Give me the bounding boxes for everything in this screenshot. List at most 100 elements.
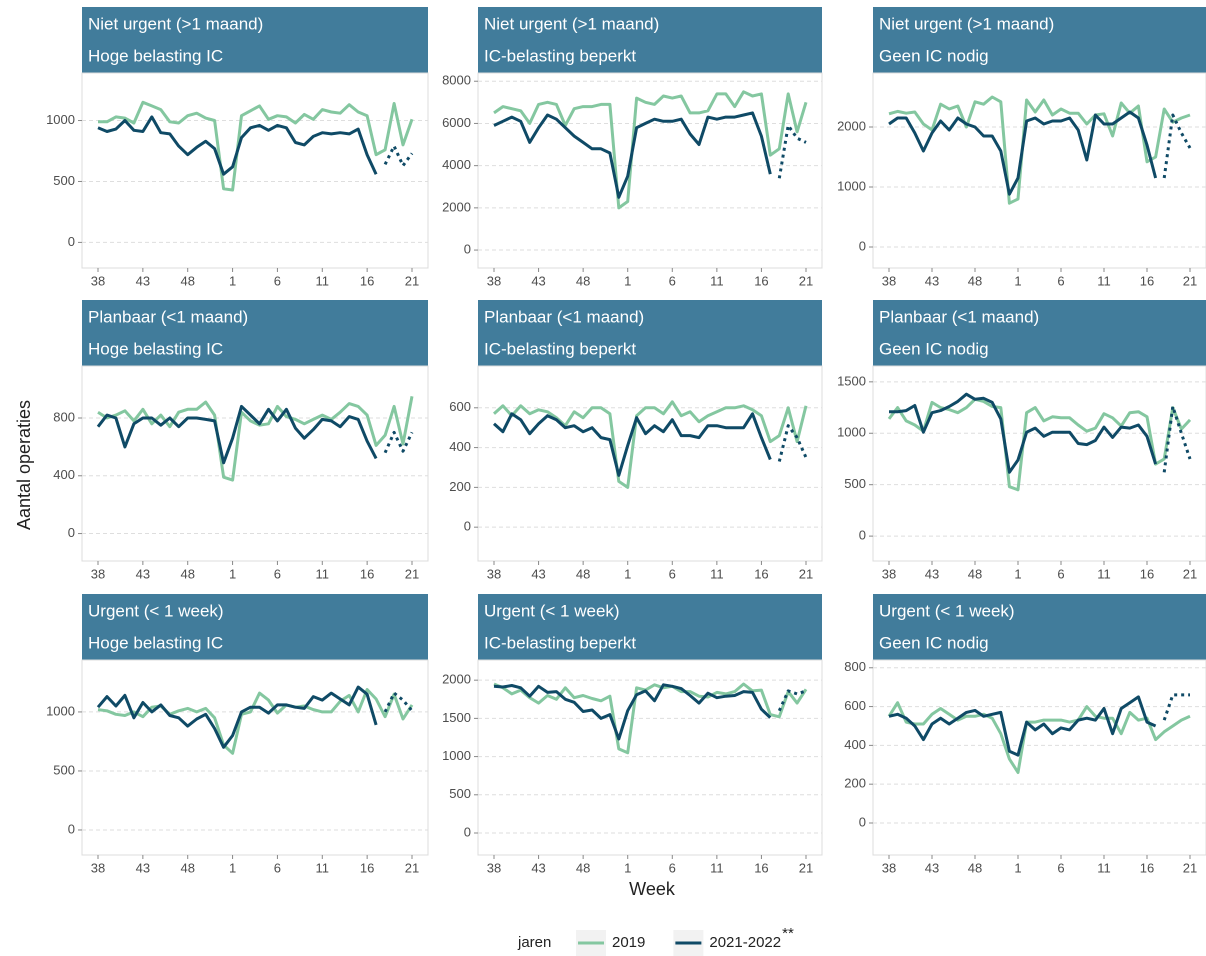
x-tick-label: 16 [360, 566, 374, 581]
plot-area [872, 659, 1206, 856]
strip-label: Hoge belasting IC [88, 633, 223, 652]
x-tick-label: 21 [405, 273, 419, 288]
series-line [97, 396, 414, 482]
projected-line [1162, 693, 1190, 721]
y-tick-label: 0 [464, 824, 471, 839]
x-tick-label: 43 [531, 273, 545, 288]
strip [478, 300, 822, 366]
series-line [96, 404, 378, 465]
series-line [97, 115, 378, 176]
series-line [888, 95, 1191, 205]
x-tick-label: 16 [360, 860, 374, 875]
x-tick-label: 48 [180, 860, 194, 875]
x-tick-label: 43 [925, 566, 939, 581]
x-tick-label: 6 [669, 566, 676, 581]
x-tick-label: 48 [968, 273, 982, 288]
legend-label: 2021-2022 [709, 934, 781, 951]
x-tick-label: 38 [487, 273, 501, 288]
series-line [493, 111, 772, 199]
x-tick-label: 16 [1140, 860, 1154, 875]
x-tick-label: 1 [229, 860, 236, 875]
x-tick-label: 43 [136, 566, 150, 581]
strip [82, 300, 428, 366]
x-tick-label: 21 [1183, 860, 1197, 875]
x-tick-label: 6 [669, 273, 676, 288]
y-tick-label: 1000 [46, 112, 75, 127]
x-tick-label: 1 [624, 273, 631, 288]
y-tick-label: 800 [53, 409, 75, 424]
series-line [493, 682, 808, 755]
x-tick-label: 11 [1097, 860, 1111, 875]
x-tick-label: 21 [1183, 273, 1197, 288]
x-tick-label: 6 [1057, 273, 1064, 288]
y-tick-label: 500 [53, 762, 75, 777]
x-tick-label: 38 [91, 860, 105, 875]
x-tick-label: 16 [754, 860, 768, 875]
strip [478, 7, 822, 73]
plot-area [81, 365, 429, 562]
y-tick-label: 400 [844, 737, 866, 752]
x-tick-label: 11 [710, 566, 724, 581]
series-line [887, 397, 1192, 492]
y-tick-label: 200 [844, 776, 866, 791]
x-tick-label: 38 [487, 860, 501, 875]
plot-area [81, 659, 429, 856]
x-tick-label: 1 [229, 566, 236, 581]
x-tick-label: 38 [487, 566, 501, 581]
y-tick-label: 400 [449, 439, 471, 454]
x-tick-label: 6 [1057, 566, 1064, 581]
x-tick-label: 6 [274, 860, 281, 875]
y-tick-label: 1500 [442, 710, 471, 725]
strip-label: Geen IC nodig [879, 339, 989, 358]
plot-area [81, 72, 429, 269]
y-tick-label: 0 [859, 814, 866, 829]
x-tick-label: 43 [531, 860, 545, 875]
strip [873, 300, 1206, 366]
strip [873, 594, 1206, 660]
x-tick-label: 38 [882, 860, 896, 875]
x-tick-label: 48 [180, 566, 194, 581]
x-tick-label: 11 [1097, 273, 1111, 288]
strip-label: Niet urgent (>1 maand) [484, 14, 659, 33]
x-tick-label: 6 [274, 273, 281, 288]
x-tick-label: 48 [180, 273, 194, 288]
series-line [493, 90, 808, 210]
x-tick-label: 21 [799, 860, 813, 875]
x-tick-label: 1 [1014, 566, 1021, 581]
series-line [887, 701, 1191, 774]
x-tick-label: 16 [360, 273, 374, 288]
plot-area [477, 72, 823, 269]
x-tick-label: 43 [136, 273, 150, 288]
y-tick-label: 2000 [442, 672, 471, 687]
strip-label: Planbaar (<1 maand) [879, 307, 1039, 326]
strip-label: Geen IC nodig [879, 633, 989, 652]
strip-label: Urgent (< 1 week) [484, 601, 620, 620]
strip [873, 7, 1206, 73]
y-tick-label: 2000 [442, 199, 471, 214]
y-tick-label: 500 [53, 173, 75, 188]
y-tick-label: 0 [859, 238, 866, 253]
x-tick-label: 21 [405, 566, 419, 581]
x-tick-label: 1 [229, 273, 236, 288]
x-axis-title: Week [629, 879, 676, 899]
series-line [889, 392, 1158, 474]
series-line [492, 412, 772, 477]
projected-line [777, 689, 807, 712]
plot-area [477, 365, 823, 562]
y-tick-label: 0 [859, 528, 866, 543]
x-tick-label: 21 [405, 860, 419, 875]
series-line [98, 100, 414, 192]
y-tick-label: 400 [53, 467, 75, 482]
y-tick-label: 0 [68, 525, 75, 540]
strip-label: Urgent (< 1 week) [88, 601, 224, 620]
x-tick-label: 43 [925, 273, 939, 288]
x-tick-label: 43 [136, 860, 150, 875]
strip [82, 7, 428, 73]
plot-area [872, 365, 1206, 562]
x-tick-label: 16 [1140, 566, 1154, 581]
x-tick-label: 48 [968, 860, 982, 875]
y-tick-label: 1000 [442, 748, 471, 763]
x-tick-label: 38 [882, 566, 896, 581]
y-tick-label: 6000 [442, 115, 471, 130]
